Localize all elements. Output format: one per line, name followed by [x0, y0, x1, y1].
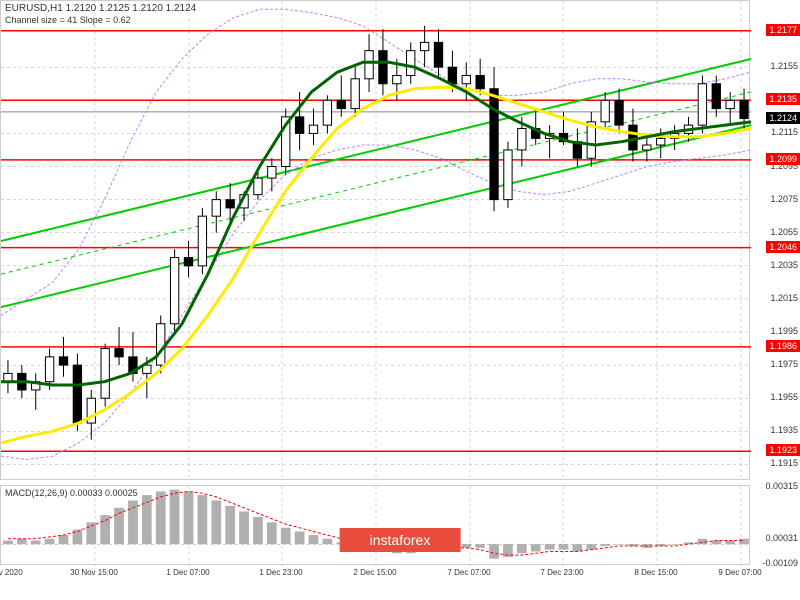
chart-title: EURUSD,H1 1.2120 1.2125 1.2120 1.2124: [5, 3, 196, 14]
price-level-label: 1.2177: [766, 24, 800, 36]
macd-y-tick-label: 0.00315: [765, 481, 798, 491]
macd-chart: MACD(12,26,9) 0.00033 0.00025: [0, 485, 750, 565]
x-tick-label: 8 Dec 15:00: [634, 568, 677, 577]
chart-container: EURUSD,H1 1.2120 1.2125 1.2120 1.2124 Ch…: [0, 0, 800, 600]
y-tick-label: 1.1935: [770, 425, 798, 435]
x-tick-label: 2 Dec 15:00: [353, 568, 396, 577]
x-tick-label: 7 Dec 07:00: [447, 568, 490, 577]
x-tick-label: 7 Dec 23:00: [540, 568, 583, 577]
x-tick-label: 1 Dec 07:00: [166, 568, 209, 577]
chart-subtitle: Channel size = 41 Slope = 0.62: [5, 15, 131, 25]
x-tick-label: 9 Dec 07:00: [718, 568, 761, 577]
price-chart: EURUSD,H1 1.2120 1.2125 1.2120 1.2124 Ch…: [0, 0, 750, 480]
y-tick-label: 1.2155: [770, 61, 798, 71]
watermark-logo: instaforex: [340, 528, 461, 552]
price-level-label: 1.1986: [766, 340, 800, 352]
macd-y-axis: -0.001090.000310.00315: [750, 485, 800, 565]
y-tick-label: 1.2015: [770, 293, 798, 303]
price-level-label: 1.1923: [766, 444, 800, 456]
macd-title: MACD(12,26,9) 0.00033 0.00025: [5, 488, 138, 498]
y-tick-label: 1.2055: [770, 227, 798, 237]
y-tick-label: 1.1955: [770, 392, 798, 402]
y-tick-label: 1.2035: [770, 260, 798, 270]
x-tick-label: 27 Nov 2020: [0, 568, 23, 577]
y-tick-label: 1.2075: [770, 194, 798, 204]
time-x-axis: 27 Nov 2020 30 Nov 15:00 1 Dec 07:00 1 Dec …: [0, 568, 750, 588]
price-chart-svg: [1, 1, 751, 481]
y-tick-label: 1.1915: [770, 458, 798, 468]
price-level-label: 1.2135: [766, 93, 800, 105]
y-tick-label: 1.2115: [771, 127, 798, 137]
macd-y-tick-label: 0.00031: [765, 533, 798, 543]
macd-y-tick-label: -0.00109: [762, 558, 798, 568]
y-tick-label: 1.1975: [770, 359, 798, 369]
price-level-label: 1.2099: [766, 153, 800, 165]
current-price-label: 1.2124: [766, 112, 800, 124]
price-level-label: 1.2046: [766, 241, 800, 253]
x-tick-label: 1 Dec 23:00: [259, 568, 302, 577]
x-tick-label: 30 Nov 15:00: [70, 568, 118, 577]
y-tick-label: 1.1995: [770, 326, 798, 336]
price-y-axis: 1.1915 1.1935 1.1955 1.1975 1.1995 1.2015 1.20…: [750, 0, 800, 480]
macd-chart-svg: [1, 486, 751, 566]
